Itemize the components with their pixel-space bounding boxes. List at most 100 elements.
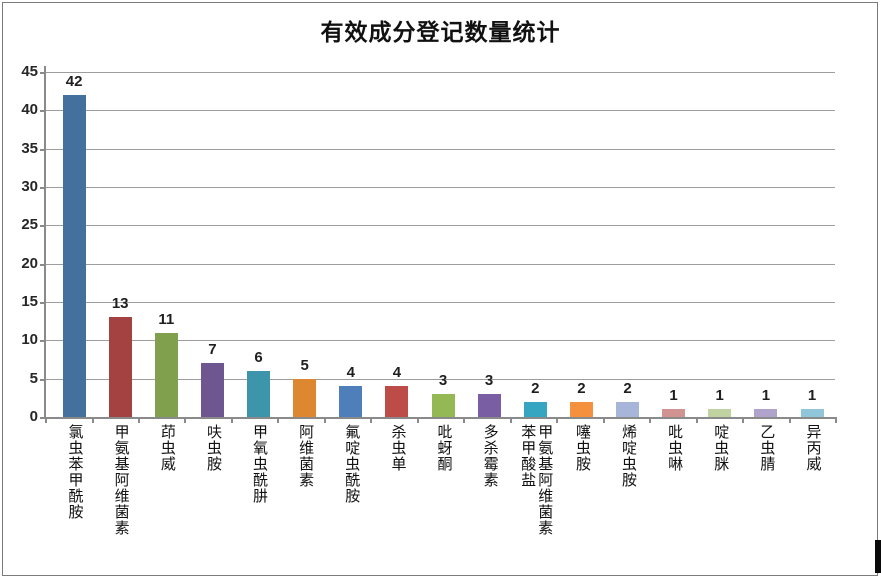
bar-阿维菌素[interactable]: [293, 378, 317, 417]
value-label-噻虫胺: 2: [577, 379, 586, 397]
value-label-氯虫苯甲酰胺: 42: [65, 73, 83, 90]
x-tick-15: [742, 417, 745, 423]
x-tick-14: [695, 417, 698, 423]
x-tick-4: [230, 417, 233, 423]
category-label-氟啶虫酰胺: 氟啶虫酰胺: [328, 424, 375, 574]
x-tick-7: [370, 417, 373, 423]
bar-吡虫啉[interactable]: [662, 409, 686, 417]
y-tick-25: [40, 225, 45, 228]
y-tick-15: [40, 302, 45, 304]
category-label-异丙威: 异丙威: [789, 424, 836, 574]
y-tick-label-35: 35: [21, 139, 38, 157]
bar-烯啶虫胺[interactable]: [616, 401, 639, 417]
category-label-吡虫啉: 吡虫啉: [650, 424, 697, 574]
category-label-text: 烯啶虫胺: [620, 424, 637, 488]
gridline-30: [45, 187, 835, 188]
bar-多杀霉素[interactable]: [477, 394, 501, 417]
category-label-text: 氯虫苯甲酰胺: [66, 424, 83, 520]
category-label-text: 多杀霉素: [481, 424, 498, 488]
bar-氟啶虫酰胺[interactable]: [339, 386, 363, 417]
x-tick-10: [509, 417, 512, 423]
y-tick-label-15: 15: [21, 293, 38, 310]
category-label-text: 杀虫单: [389, 424, 406, 472]
x-tick-16: [788, 417, 791, 423]
value-label-氟啶虫酰胺: 4: [346, 364, 355, 382]
category-label-text: 异丙威: [804, 424, 821, 472]
bar-甲氨基阿维菌素[interactable]: [108, 317, 132, 417]
x-tick-0: [45, 417, 47, 423]
value-label-杀虫单: 4: [392, 364, 402, 382]
x-tick-17: [835, 417, 837, 423]
value-label-异丙威: 1: [807, 387, 817, 405]
category-label-吡蚜酮: 吡蚜酮: [420, 424, 467, 574]
bar-吡蚜酮[interactable]: [431, 394, 455, 417]
category-label-甲氧虫酰肼: 甲氧虫酰肼: [235, 424, 282, 574]
y-axis-line: [44, 66, 46, 419]
gridline-40: [45, 110, 835, 112]
category-label-text: 甲氨基阿维菌素: [112, 424, 129, 536]
y-tick-label-25: 25: [21, 216, 38, 234]
category-label-text: 阿维菌素: [297, 424, 314, 488]
value-label-呋虫胺: 7: [208, 341, 217, 359]
gridline-15: [45, 302, 835, 303]
category-label-text: 呋虫胺: [204, 424, 221, 472]
bar-氯虫苯甲酰胺[interactable]: [62, 95, 86, 417]
value-label-阿维菌素: 5: [300, 356, 309, 374]
gridline-25: [45, 225, 835, 227]
value-label-甲氨基阿维菌素苯甲酸盐: 2: [531, 379, 540, 397]
category-label-氯虫苯甲酰胺: 氯虫苯甲酰胺: [51, 424, 98, 574]
gridline-20: [45, 263, 835, 265]
x-tick-5: [277, 417, 280, 423]
y-tick-label-5: 5: [29, 369, 38, 387]
value-label-啶虫脒: 1: [715, 387, 724, 405]
value-label-烯啶虫胺: 2: [623, 379, 632, 397]
y-tick-label-40: 40: [21, 101, 38, 119]
category-label-text: 甲氧虫酰肼: [251, 424, 268, 504]
x-tick-13: [649, 417, 652, 423]
bar-甲氨基阿维菌素苯甲酸盐[interactable]: [523, 401, 547, 417]
value-label-多杀霉素: 3: [484, 372, 494, 389]
category-label-text: 吡虫啉: [666, 424, 683, 472]
x-tick-1: [91, 417, 94, 423]
value-label-吡蚜酮: 3: [438, 372, 448, 389]
value-label-甲氨基阿维菌素: 13: [111, 295, 129, 313]
y-tick-0: [40, 417, 45, 419]
category-label-text: 吡蚜酮: [435, 424, 452, 472]
category-label-杀虫单: 杀虫单: [374, 424, 421, 574]
category-label-text: 茚虫威: [158, 424, 175, 472]
category-label-茚虫威: 茚虫威: [143, 424, 190, 574]
x-tick-2: [137, 417, 140, 423]
category-label-阿维菌素: 阿维菌素: [281, 424, 328, 574]
category-label-text: 啶虫脒: [712, 424, 729, 472]
gridline-45: [45, 72, 835, 73]
y-tick-45: [40, 72, 45, 74]
category-label-甲氨基阿维菌素: 甲氨基阿维菌素: [97, 424, 144, 574]
x-tick-8: [416, 417, 419, 423]
y-tick-5: [40, 378, 45, 381]
category-label-text: 噻虫胺: [573, 424, 590, 472]
value-label-乙虫腈: 1: [761, 387, 771, 405]
y-tick-label-10: 10: [21, 331, 38, 349]
bar-茚虫威[interactable]: [154, 332, 178, 417]
bar-呋虫胺[interactable]: [200, 363, 224, 417]
y-tick-40: [40, 110, 45, 113]
category-label-啶虫脒: 啶虫脒: [697, 424, 744, 574]
bar-乙虫腈[interactable]: [754, 409, 778, 417]
bar-甲氧虫酰肼[interactable]: [247, 371, 270, 417]
gridline-5: [45, 378, 835, 380]
x-tick-3: [184, 417, 187, 423]
bar-啶虫脒[interactable]: [708, 409, 732, 417]
category-label-text: 氟啶虫酰胺: [343, 424, 360, 504]
value-label-甲氧虫酰肼: 6: [254, 349, 263, 366]
y-tick-30: [40, 187, 45, 189]
value-label-茚虫威: 11: [158, 310, 175, 328]
chart-title: 有效成分登记数量统计: [320, 20, 561, 45]
bar-异丙威[interactable]: [800, 409, 824, 417]
x-tick-9: [463, 417, 466, 423]
bar-噻虫胺[interactable]: [569, 401, 593, 417]
bar-杀虫单[interactable]: [385, 386, 409, 417]
gridline-35: [45, 148, 835, 150]
category-label-甲氨基阿维菌素苯甲酸盐: 甲氨基阿维菌素苯甲酸盐: [512, 424, 559, 574]
x-tick-6: [323, 417, 326, 423]
